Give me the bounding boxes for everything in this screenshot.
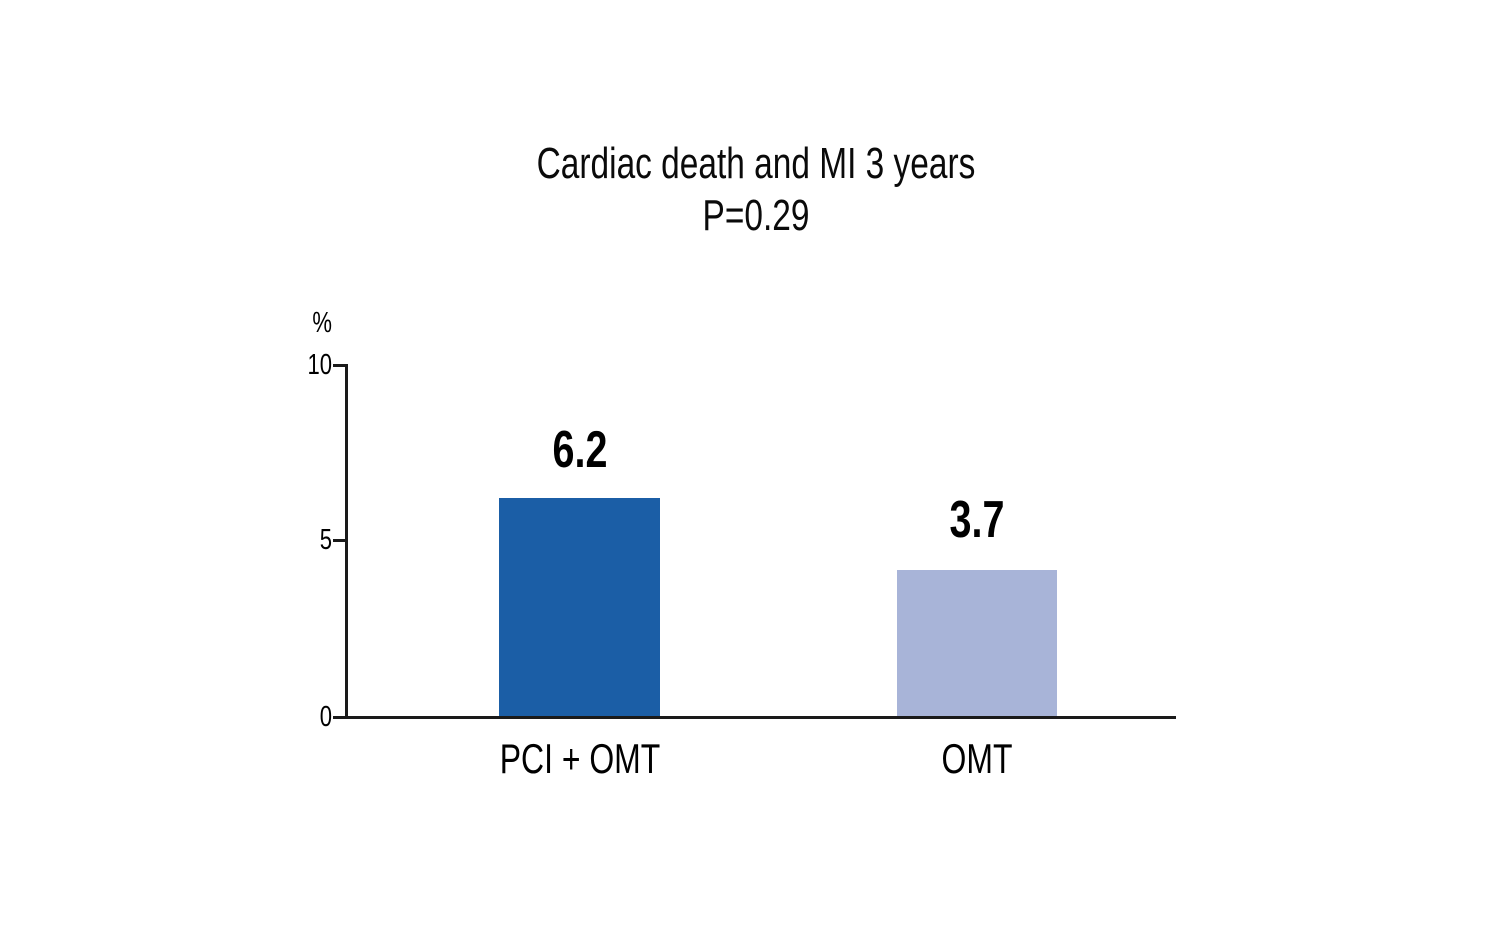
category-label-omt: OMT <box>941 735 1013 782</box>
chart-subtitle-pvalue: P=0.29 <box>702 191 810 240</box>
y-tick-label-0: 0 <box>319 701 332 733</box>
chart-title-block: Cardiac death and MI 3 years P=0.29 <box>181 138 1330 242</box>
y-axis-line <box>345 364 348 719</box>
y-tick-mark-5 <box>333 539 347 542</box>
y-axis-unit-label: % <box>312 307 332 339</box>
y-tick-label-10: 10 <box>307 349 332 381</box>
bar-omt <box>897 570 1057 716</box>
y-tick-mark-10 <box>333 364 347 367</box>
x-axis-baseline <box>333 716 1176 719</box>
value-label-omt: 3.7 <box>949 491 1005 549</box>
chart-title: Cardiac death and MI 3 years <box>536 139 976 188</box>
category-label-pci-omt: PCI + OMT <box>499 735 661 782</box>
bar-pci-omt <box>499 498 660 716</box>
y-tick-label-5: 5 <box>319 524 332 556</box>
value-label-pci-omt: 6.2 <box>552 421 608 479</box>
